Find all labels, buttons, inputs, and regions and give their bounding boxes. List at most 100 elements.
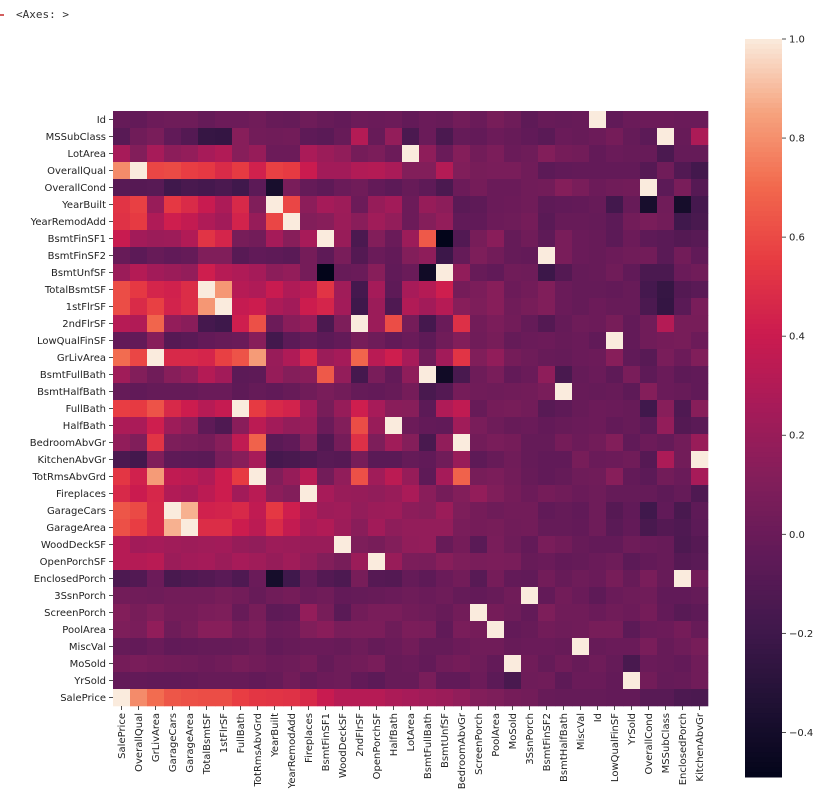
- heatmap-cell: [249, 128, 267, 146]
- heatmap-cell: [521, 349, 539, 367]
- colorbar-segment: [745, 427, 782, 434]
- colorbar-segment: [745, 624, 782, 630]
- heatmap-cell: [521, 621, 539, 639]
- heatmap-cell: [130, 451, 148, 469]
- heatmap-cell: [555, 570, 573, 588]
- heatmap-cell: [334, 332, 352, 350]
- heatmap-cell: [181, 400, 199, 418]
- heatmap-cell: [572, 553, 590, 571]
- heatmap-cell: [521, 655, 539, 673]
- heatmap-cell: [232, 264, 250, 282]
- heatmap-cell: [674, 230, 692, 248]
- heatmap-cell: [181, 315, 199, 333]
- heatmap-cell: [402, 451, 420, 469]
- column-tick-label: YrSold: [627, 713, 638, 746]
- heatmap-cell: [266, 145, 284, 163]
- heatmap-cell: [521, 689, 539, 707]
- heatmap-cell: [487, 485, 505, 503]
- heatmap-cell: [385, 247, 403, 265]
- heatmap-cell: [521, 468, 539, 486]
- heatmap-cell: [351, 417, 369, 435]
- heatmap-cell: [674, 179, 692, 197]
- heatmap-cell: [351, 570, 369, 588]
- heatmap-cell: [368, 247, 386, 265]
- heatmap-cell: [283, 672, 301, 690]
- heatmap-cell: [504, 587, 522, 605]
- heatmap-cell: [538, 230, 556, 248]
- heatmap-cell: [572, 434, 590, 452]
- heatmap-cell: [334, 468, 352, 486]
- heatmap-cell: [691, 264, 709, 282]
- heatmap-cell: [385, 264, 403, 282]
- colorbar-segment: [745, 221, 782, 227]
- heatmap-cell: [198, 468, 216, 486]
- heatmap-cell: [232, 111, 250, 129]
- colorbar-segment: [745, 447, 782, 453]
- heatmap-cell: [283, 298, 301, 316]
- heatmap-cell: [419, 400, 437, 418]
- heatmap-cell: [198, 689, 216, 707]
- heatmap-cell: [181, 196, 199, 214]
- heatmap-cell: [555, 247, 573, 265]
- heatmap-cell: [657, 213, 675, 231]
- heatmap-cell: [589, 485, 607, 503]
- heatmap-cell: [436, 247, 454, 265]
- heatmap-cell: [589, 604, 607, 622]
- row-tick-label: KitchenAbvGr: [37, 455, 106, 466]
- heatmap-cell: [555, 451, 573, 469]
- heatmap-cell: [147, 128, 165, 146]
- heatmap-cell: [470, 128, 488, 146]
- heatmap-cell: [538, 145, 556, 163]
- heatmap-cell: [113, 621, 131, 639]
- heatmap-cell: [368, 332, 386, 350]
- heatmap-cell: [232, 536, 250, 554]
- heatmap-cell: [283, 315, 301, 333]
- heatmap-cell: [181, 213, 199, 231]
- heatmap-cell: [215, 655, 233, 673]
- colorbar-segment: [745, 526, 782, 532]
- heatmap-cell: [436, 298, 454, 316]
- heatmap-cell: [113, 400, 131, 418]
- heatmap-cell: [351, 638, 369, 656]
- heatmap-cell: [317, 468, 335, 486]
- heatmap-cell: [504, 298, 522, 316]
- heatmap-cell: [623, 638, 641, 656]
- heatmap-cell: [368, 485, 386, 503]
- heatmap-cell: [402, 417, 420, 435]
- heatmap-cell: [164, 332, 182, 350]
- heatmap-cell: [266, 536, 284, 554]
- heatmap-cell: [334, 213, 352, 231]
- heatmap-cell: [385, 332, 403, 350]
- heatmap-cell: [674, 349, 692, 367]
- heatmap-cell: [623, 553, 641, 571]
- heatmap-cell: [521, 111, 539, 129]
- heatmap-cell: [164, 264, 182, 282]
- heatmap-cell: [402, 247, 420, 265]
- heatmap-cell: [436, 638, 454, 656]
- heatmap-cell: [555, 553, 573, 571]
- heatmap-cell: [249, 502, 267, 520]
- heatmap-cell: [385, 672, 403, 690]
- heatmap-cell: [402, 621, 420, 639]
- heatmap-cell: [334, 502, 352, 520]
- heatmap-cell: [402, 264, 420, 282]
- heatmap-cell: [640, 111, 658, 129]
- heatmap-cell: [453, 502, 471, 520]
- colorbar-segment: [745, 98, 782, 104]
- heatmap-cell: [504, 111, 522, 129]
- heatmap-cell: [640, 434, 658, 452]
- heatmap-cell: [640, 485, 658, 503]
- heatmap-cell: [215, 485, 233, 503]
- heatmap-cell: [606, 553, 624, 571]
- heatmap-cell: [232, 196, 250, 214]
- heatmap-cell: [113, 536, 131, 554]
- heatmap-cell: [215, 689, 233, 707]
- heatmap-cell: [436, 689, 454, 707]
- heatmap-cell: [368, 587, 386, 605]
- heatmap-cell: [334, 128, 352, 146]
- heatmap-cell: [487, 128, 505, 146]
- heatmap-cell: [521, 179, 539, 197]
- heatmap-cell: [436, 553, 454, 571]
- heatmap-cell: [334, 638, 352, 656]
- heatmap-cell: [589, 519, 607, 537]
